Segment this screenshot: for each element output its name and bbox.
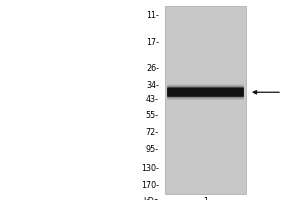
Text: kDa: kDa <box>143 198 159 200</box>
Text: 72-: 72- <box>146 128 159 137</box>
FancyBboxPatch shape <box>167 87 244 97</box>
Text: 34-: 34- <box>146 81 159 90</box>
Text: 95-: 95- <box>146 145 159 154</box>
Text: 43-: 43- <box>146 95 159 104</box>
Text: 11-: 11- <box>146 11 159 20</box>
FancyBboxPatch shape <box>167 86 244 98</box>
FancyBboxPatch shape <box>165 6 246 194</box>
Text: 170-: 170- <box>141 181 159 190</box>
FancyBboxPatch shape <box>167 84 244 100</box>
Text: 55-: 55- <box>146 111 159 120</box>
Text: 17-: 17- <box>146 38 159 47</box>
Text: 1: 1 <box>203 198 208 200</box>
Text: 26-: 26- <box>146 64 159 73</box>
Text: 130-: 130- <box>141 164 159 173</box>
